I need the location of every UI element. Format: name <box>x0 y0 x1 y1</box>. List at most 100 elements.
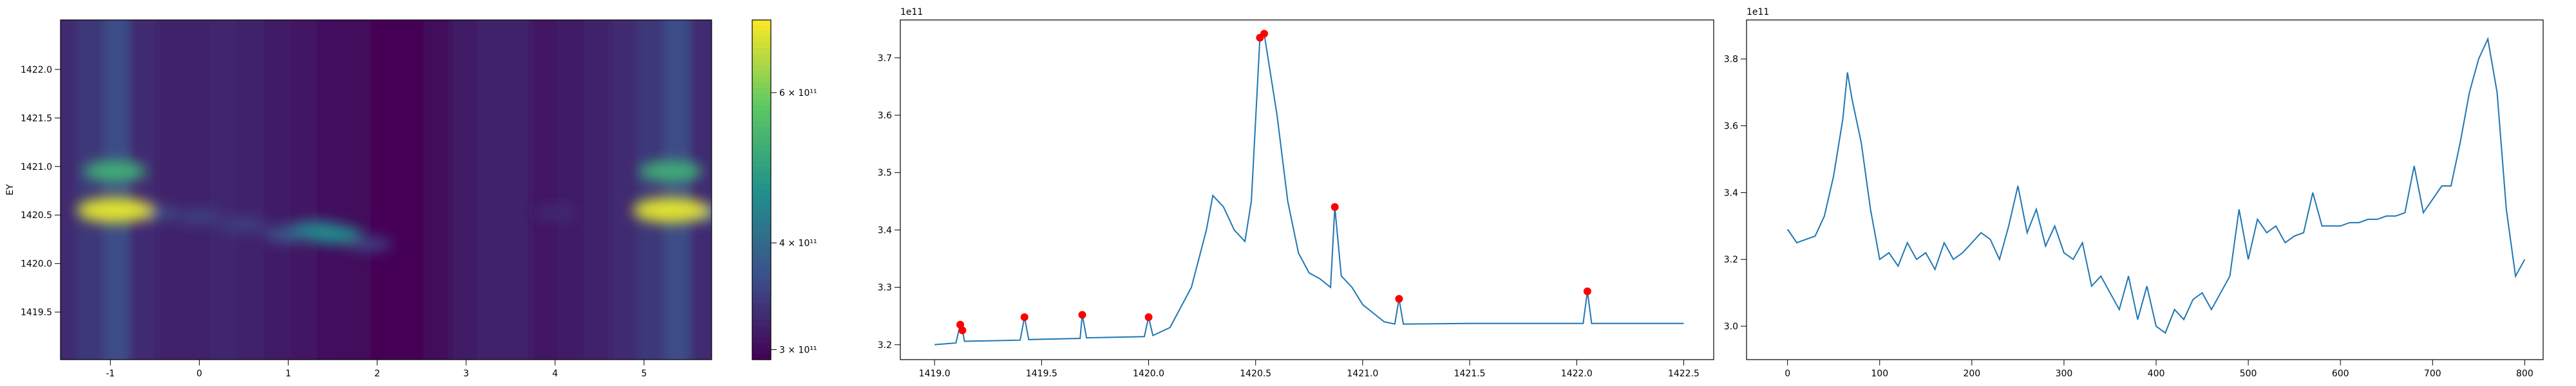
heatmap-column <box>503 20 536 360</box>
x-tick-label: -1 <box>106 369 115 379</box>
peak-marker <box>1331 203 1339 211</box>
colorbar-step <box>752 342 771 349</box>
x-tick-label: 1421.5 <box>1454 369 1486 379</box>
colorbar-step <box>752 291 771 298</box>
peak-marker <box>1260 30 1269 38</box>
colorbar-step <box>752 167 771 174</box>
heatmap-column <box>556 20 589 360</box>
colorbar-step <box>752 82 771 89</box>
colorbar-step <box>752 314 771 320</box>
colorbar-step <box>752 190 771 196</box>
x-tick-label: 1 <box>285 369 291 379</box>
heatmap-spot <box>176 209 223 225</box>
offset-text: 1e11 <box>900 7 923 17</box>
heatmap-spot <box>77 198 153 223</box>
y-tick-label: 3.6 <box>1724 122 1738 132</box>
x-tick-label: 300 <box>2056 369 2073 379</box>
colorbar-step <box>752 116 771 122</box>
x-tick-label: 1422.0 <box>1561 369 1593 379</box>
peak-marker <box>1583 287 1591 295</box>
colorbar-step <box>752 53 771 60</box>
heatmap-column <box>156 20 189 360</box>
peak-marker <box>1020 313 1028 321</box>
colorbar-step <box>752 326 771 332</box>
heatmap-column <box>397 20 429 360</box>
colorbar-step <box>752 241 771 247</box>
heatmap-spots <box>77 161 712 252</box>
x-tick-label: 4 <box>552 369 558 379</box>
peak-marker <box>1078 311 1086 319</box>
heatmap-spot <box>83 161 147 182</box>
offset-text: 1e11 <box>1747 7 1769 17</box>
y-tick-label: 3.7 <box>878 53 892 64</box>
heatmap-spot <box>639 161 703 182</box>
colorbar-step <box>752 207 771 213</box>
colorbar-step <box>752 320 771 326</box>
colorbar-step <box>752 246 771 253</box>
axes-frame <box>60 19 712 360</box>
heatmap-spot <box>304 225 361 244</box>
x-tick-label: 100 <box>1871 369 1888 379</box>
colorbar-tick-label: 3 × 10¹¹ <box>779 345 817 355</box>
y-tick-label: 1420.0 <box>21 259 52 270</box>
x-tick-label: 400 <box>2148 369 2165 379</box>
x-tick-label: 800 <box>2516 369 2533 379</box>
colorbar-step <box>752 65 771 71</box>
heatmap-column <box>183 20 216 360</box>
colorbar-step <box>752 263 771 270</box>
y-axis-label: EY <box>5 184 15 196</box>
axes-frame <box>1746 19 2544 360</box>
y-tick-label: 1422.0 <box>21 65 52 75</box>
x-tick-label: 0 <box>196 369 202 379</box>
colorbar-step <box>752 144 771 151</box>
y-tick-label: 1420.5 <box>21 210 52 221</box>
colorbar-step <box>752 184 771 190</box>
y-tick-label: 3.3 <box>878 283 892 293</box>
colorbar-step <box>752 286 771 292</box>
colorbar-step <box>752 229 771 235</box>
heatmap-columns <box>61 20 712 360</box>
heatmap-column <box>263 20 296 360</box>
heatmap-column <box>343 20 375 360</box>
colorbar-step <box>752 48 771 55</box>
colorbar-step <box>752 223 771 230</box>
colorbar-step <box>752 308 771 315</box>
colorbar-step <box>752 150 771 156</box>
heatmap-column <box>423 20 456 360</box>
colorbar-step <box>752 218 771 225</box>
colorbar-step <box>752 212 771 219</box>
heatmap-column <box>690 20 712 360</box>
colorbar-step <box>752 161 771 168</box>
x-tick-label: 700 <box>2424 369 2441 379</box>
heatmap-spot <box>533 205 577 221</box>
x-tick-label: 600 <box>2332 369 2349 379</box>
colorbar-step <box>752 37 771 43</box>
x-tick-label: 5 <box>641 369 647 379</box>
heatmap-column <box>129 20 162 360</box>
colorbar-step <box>752 77 771 83</box>
colorbar-step <box>752 235 771 241</box>
heatmap-spot <box>345 236 392 252</box>
colorbar-step <box>752 105 771 111</box>
y-tick-label: 3.6 <box>878 111 892 121</box>
y-tick-label: 1419.5 <box>21 308 52 318</box>
heatmap-spot <box>632 198 709 223</box>
data-line <box>1786 37 2526 335</box>
heatmap-column <box>210 20 242 360</box>
y-tick-label: 3.8 <box>1724 55 1738 65</box>
y-tick-label: 3.4 <box>878 225 892 235</box>
heatmap-column <box>530 20 562 360</box>
colorbar-step <box>752 133 771 140</box>
peak-marker <box>1144 313 1153 321</box>
x-tick-label: 1421.0 <box>1347 369 1378 379</box>
x-tick-label: 0 <box>1785 369 1790 379</box>
colorbar-step <box>752 331 771 338</box>
x-tick-label: 1419.5 <box>1026 369 1057 379</box>
colorbar-step <box>752 31 771 37</box>
colorbar-step <box>752 354 771 360</box>
colorbar-step <box>752 269 771 275</box>
heatmap-column <box>610 20 643 360</box>
colorbar-step <box>752 93 771 100</box>
colorbar-step <box>752 71 771 77</box>
